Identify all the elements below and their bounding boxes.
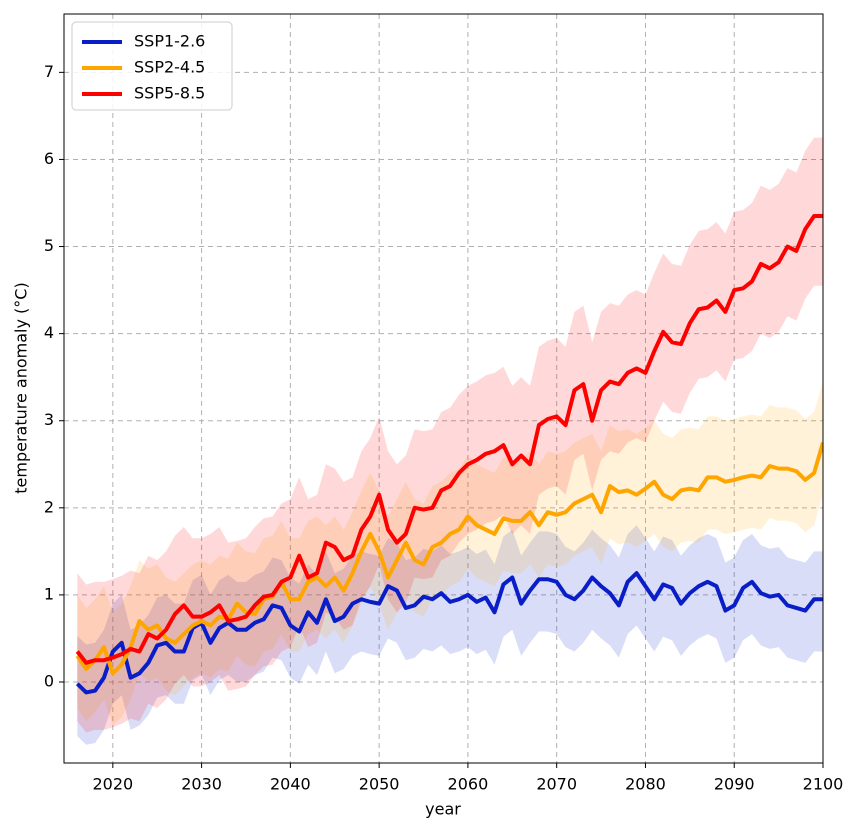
line bbox=[75, 441, 823, 676]
legend-label: SSP1-2.6 bbox=[134, 32, 205, 51]
x-tick-label: 2020 bbox=[92, 775, 133, 794]
uncertainty-band bbox=[77, 381, 823, 726]
x-tick-label: 2060 bbox=[448, 775, 489, 794]
y-tick-label: 2 bbox=[44, 497, 54, 516]
y-tick-label: 7 bbox=[44, 62, 54, 81]
y-tick-label: 6 bbox=[44, 149, 54, 168]
y-tick-label: 5 bbox=[44, 236, 54, 255]
y-tick-label: 0 bbox=[44, 672, 54, 691]
x-tick-label: 2080 bbox=[625, 775, 666, 794]
x-tick-label: 2030 bbox=[181, 775, 222, 794]
x-tick-label: 2070 bbox=[536, 775, 577, 794]
x-tick-label: 2040 bbox=[270, 775, 311, 794]
legend-label: SSP2-4.5 bbox=[134, 58, 205, 77]
y-axis-label: temperature anomaly (°C) bbox=[12, 282, 31, 493]
line bbox=[75, 214, 823, 665]
y-tick-label: 1 bbox=[44, 584, 54, 603]
uncertainty-band bbox=[77, 525, 823, 745]
legend-label: SSP5-8.5 bbox=[134, 84, 205, 103]
x-tick-label: 2050 bbox=[359, 775, 400, 794]
x-tick-label: 2100 bbox=[803, 775, 844, 794]
plot-frame bbox=[63, 13, 824, 764]
y-tick-label: 4 bbox=[44, 323, 54, 342]
uncertainty-band bbox=[77, 137, 823, 733]
x-tick-label: 2090 bbox=[714, 775, 755, 794]
y-tick-label: 3 bbox=[44, 410, 54, 429]
x-axis-label: year bbox=[425, 800, 461, 819]
